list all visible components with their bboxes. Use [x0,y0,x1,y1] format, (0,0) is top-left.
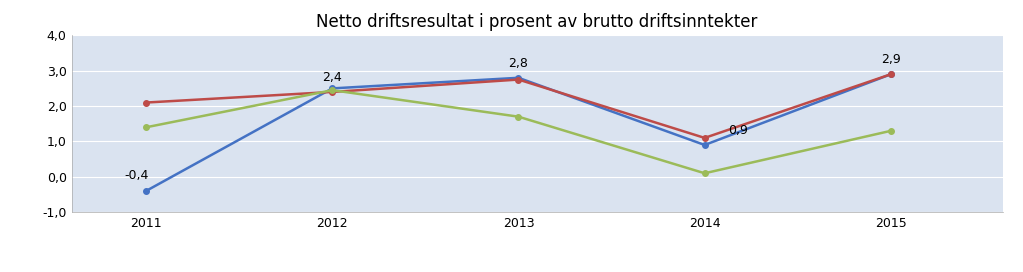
Text: -0,4: -0,4 [125,169,149,182]
Karlsøy [513,76,525,79]
Line: Landet uten Oslo: Landet uten Oslo [143,72,894,141]
Text: 0,9: 0,9 [728,124,748,137]
Karlsøy [326,87,339,90]
Karlsøy [140,189,152,193]
Line: Karlsøy: Karlsøy [143,72,894,194]
Landet uten Oslo [885,73,897,76]
Landet uten Oslo [699,136,711,140]
Landet uten Oslo [513,78,525,81]
Troms [140,126,152,129]
Landet uten Oslo [140,101,152,104]
Troms [885,129,897,132]
Troms [513,115,525,118]
Landet uten Oslo [326,90,339,94]
Troms [326,89,339,92]
Text: 2,8: 2,8 [508,57,529,70]
Title: Netto driftsresultat i prosent av brutto driftsinntekter: Netto driftsresultat i prosent av brutto… [316,13,758,31]
Line: Troms: Troms [143,87,894,176]
Troms [699,172,711,175]
Text: 2,4: 2,4 [322,71,342,84]
Text: 2,9: 2,9 [881,54,900,66]
Karlsøy [699,143,711,147]
Karlsøy [885,73,897,76]
